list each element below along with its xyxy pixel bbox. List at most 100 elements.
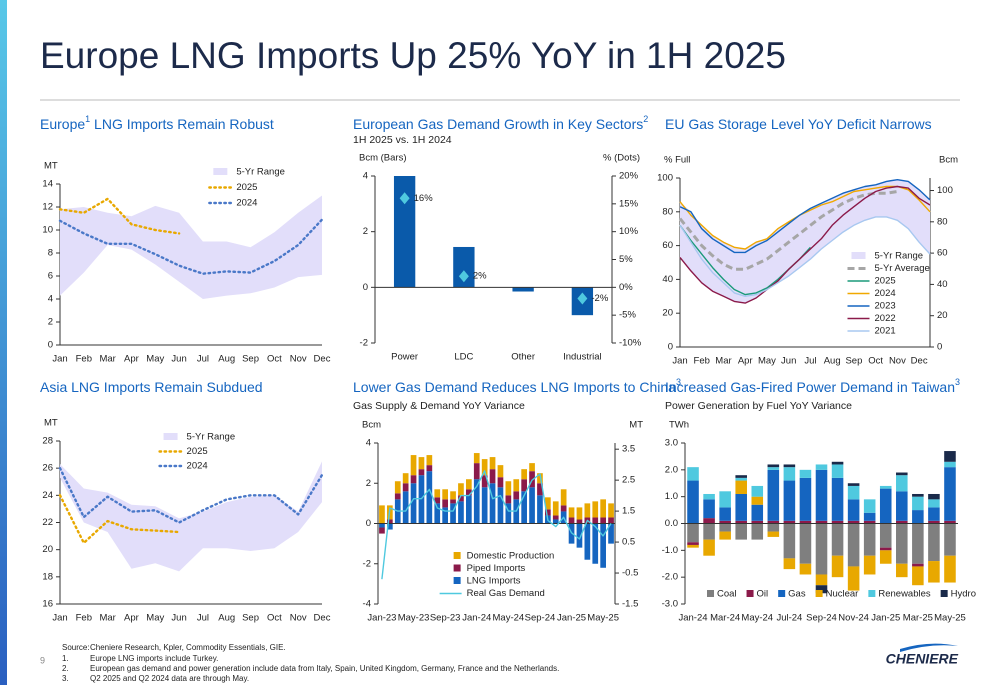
bar bbox=[545, 497, 551, 510]
x-tick-label: Jan-25 bbox=[557, 613, 586, 624]
bar bbox=[584, 503, 591, 518]
y2-tick-label: 15% bbox=[619, 198, 639, 209]
chart-subtitle: Gas Supply & Demand YoY Variance bbox=[353, 400, 525, 412]
bar bbox=[735, 480, 747, 494]
x-tick-label: May-23 bbox=[398, 613, 430, 624]
series-line bbox=[381, 470, 612, 580]
bar bbox=[687, 544, 699, 548]
y2-tick-label: 20 bbox=[937, 310, 948, 321]
bar bbox=[450, 503, 456, 524]
x-tick-label: Nov bbox=[889, 356, 906, 367]
bar bbox=[815, 464, 828, 470]
bar bbox=[600, 499, 606, 518]
legend-label: 2021 bbox=[875, 326, 896, 337]
y2-axis-label: MT bbox=[629, 420, 643, 431]
y2-tick-label: -10% bbox=[619, 338, 642, 349]
y2-tick-label: 80 bbox=[937, 216, 948, 227]
series-line bbox=[58, 197, 181, 235]
x-tick-label: Dec bbox=[314, 613, 331, 624]
y-tick-label: 2 bbox=[48, 317, 53, 328]
bar bbox=[735, 493, 747, 521]
legend-label: Piped Imports bbox=[467, 563, 526, 574]
y-tick-label: -2 bbox=[360, 338, 368, 349]
chart-title: European Gas Demand Growth in Key Sector… bbox=[353, 114, 648, 131]
bar bbox=[847, 566, 860, 591]
y2-tick-label: -0.5 bbox=[622, 568, 638, 579]
title-footnote: 2 bbox=[643, 114, 648, 124]
bar bbox=[529, 487, 535, 524]
x-tick-label: Mar bbox=[715, 356, 731, 367]
legend-swatch bbox=[707, 590, 714, 597]
bar bbox=[402, 491, 409, 524]
bar bbox=[608, 503, 614, 518]
x-tick-label: Sep-24 bbox=[806, 613, 837, 624]
bar bbox=[537, 473, 543, 484]
bar bbox=[592, 523, 599, 564]
bar bbox=[735, 477, 747, 481]
bar bbox=[815, 469, 828, 521]
y2-tick-label: 1.5 bbox=[622, 506, 635, 517]
chart-title: Europe1 LNG Imports Remain Robust bbox=[40, 114, 274, 131]
bar bbox=[879, 523, 892, 548]
y2-axis-label: % (Dots) bbox=[603, 153, 640, 164]
x-tick-label: Feb bbox=[76, 613, 92, 624]
bar bbox=[513, 479, 520, 492]
y-tick-label: 0 bbox=[366, 518, 371, 529]
legend-label: 2024 bbox=[236, 198, 257, 209]
y2-tick-label: -1.5 bbox=[622, 599, 638, 610]
legend-label: Coal bbox=[717, 589, 737, 600]
bar bbox=[735, 523, 747, 540]
bar bbox=[608, 523, 614, 544]
bar bbox=[944, 520, 956, 524]
logo-swoosh bbox=[900, 643, 958, 652]
title-part: Europe bbox=[40, 116, 85, 132]
x-tick-label: Sep-23 bbox=[430, 613, 461, 624]
bar bbox=[505, 481, 512, 496]
x-tick-label: Sep-24 bbox=[525, 613, 556, 624]
x-tick-label: Jan-24 bbox=[678, 613, 707, 624]
y2-tick-label: 20% bbox=[619, 171, 639, 182]
bar bbox=[719, 523, 731, 532]
bar bbox=[847, 499, 860, 521]
bar bbox=[767, 467, 780, 470]
x-tick-label: Mar-24 bbox=[710, 613, 740, 624]
x-tick-label: Sep bbox=[845, 356, 862, 367]
x-tick-label: Jul bbox=[804, 356, 816, 367]
x-tick-label: Aug bbox=[824, 356, 841, 367]
x-tick-label: LDC bbox=[454, 352, 473, 363]
note-num: 1. bbox=[62, 654, 69, 663]
bar bbox=[928, 507, 940, 521]
y-tick-label: -3.0 bbox=[662, 599, 678, 610]
bar bbox=[719, 507, 731, 521]
legend-label: Hydro bbox=[951, 589, 976, 600]
x-tick-label: Jan bbox=[52, 613, 67, 624]
bar bbox=[703, 539, 715, 556]
bar bbox=[453, 246, 475, 288]
bar bbox=[863, 499, 876, 513]
bar bbox=[426, 471, 433, 524]
y2-tick-label: 3.5 bbox=[622, 444, 635, 455]
bar bbox=[529, 471, 535, 488]
y-tick-label: -4 bbox=[363, 599, 371, 610]
y-tick-label: 24 bbox=[42, 490, 53, 501]
bar bbox=[394, 493, 401, 500]
title-footnote: 3 bbox=[676, 377, 681, 387]
y2-tick-label: 60 bbox=[937, 248, 948, 259]
legend-swatch bbox=[453, 564, 461, 572]
bar bbox=[944, 555, 956, 583]
x-tick-label: Jun bbox=[171, 613, 186, 624]
bar bbox=[497, 487, 504, 524]
bar bbox=[944, 451, 956, 462]
source: Cheniere Research, Kpler, Commodity Esse… bbox=[90, 643, 286, 652]
y2-tick-label: 40 bbox=[937, 279, 948, 290]
bar bbox=[719, 520, 731, 524]
y-tick-label: 0 bbox=[363, 282, 368, 293]
y-tick-label: 4 bbox=[48, 294, 53, 305]
bar bbox=[434, 503, 441, 524]
legend-label: 2025 bbox=[236, 182, 257, 193]
series-line bbox=[679, 185, 931, 304]
bar bbox=[847, 485, 860, 500]
bar bbox=[783, 480, 796, 521]
legend-swatch bbox=[453, 577, 461, 584]
bar bbox=[928, 493, 940, 500]
